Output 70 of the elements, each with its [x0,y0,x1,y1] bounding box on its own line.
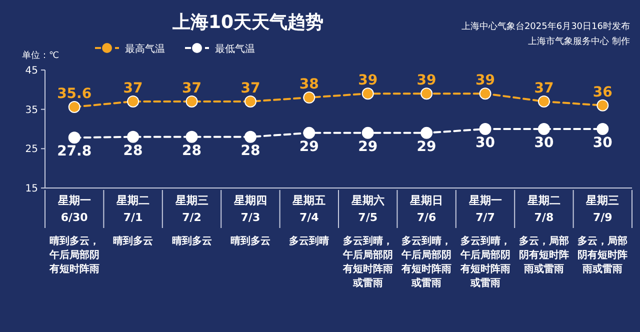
data-label: 28 [182,142,202,159]
chart-subtitle: 上海中心气象台2025年6月30日16时发布 [461,21,630,32]
chart-title: 上海10天天气趋势 [171,12,324,33]
x-tick-label: 星期三 7/9 [585,194,620,224]
data-label: 30 [592,135,613,151]
point [68,132,80,144]
point [244,130,256,143]
legend-label: 最低气温 [215,43,255,55]
text: 晴到多云 [172,235,212,247]
point [186,95,198,108]
point [420,126,433,139]
x-tick-label: 星期六 7/5 [350,194,384,224]
data-label: 30 [476,135,496,151]
point [127,130,140,143]
point [538,95,550,108]
text: 晴到多云 [113,235,154,247]
text: 晴到多云，午后局部阴有短时阵雨 [48,235,100,275]
x-tick-label: 星期一 6/30 [56,194,91,224]
data-label: 39 [416,72,436,89]
data-label: 28 [123,142,143,159]
y-tick-label: 45 [25,66,38,76]
text: 晴到多云 [230,235,270,247]
data-label: 39 [476,72,495,89]
point [244,95,256,108]
point [420,88,433,100]
text: 多云到晴，午后局部阴有短时阵雨或雷雨 [459,235,510,289]
point [596,123,609,135]
data-label: 38 [299,76,319,93]
data-label: 29 [416,138,436,155]
point [127,95,140,108]
data-label: 29 [299,138,319,155]
x-tick-label: 星期二 7/8 [526,194,560,224]
data-label: 36 [592,84,612,100]
x-tick-label: 星期一 7/7 [468,194,502,224]
text: 多云到晴 [289,235,330,247]
point [596,99,609,112]
x-tick-label: 星期二 7/1 [116,194,150,224]
point [303,126,316,139]
point [362,126,374,139]
text: 多云到晴，午后局部阴有短时阵雨或雷雨 [400,235,452,289]
data-label: 37 [123,80,143,96]
point [479,123,492,135]
data-label: 28 [240,142,260,159]
point [479,88,492,100]
data-label: 37 [240,80,260,96]
y-tick-label: 35 [25,104,38,116]
point [362,88,374,100]
legend-label: 最高气温 [125,43,165,55]
data-label: 29 [358,138,378,155]
data-label: 30 [534,135,554,151]
data-label: 37 [534,80,554,96]
y-tick-label: 25 [25,144,38,156]
point [303,92,316,104]
point [68,100,80,113]
data-label: 35.6 [57,86,92,102]
x-tick-label: 星期五 7/4 [292,194,326,224]
text: 多云，局部阴有短时阵雨或雷雨 [518,235,569,275]
y-axis-title: 单位：℃ [22,50,60,61]
x-tick-label: 星期三 7/2 [174,194,208,224]
text: 多云到晴，午后局部阴有短时阵雨或雷雨 [342,235,393,289]
data-label: 27.8 [57,144,92,160]
data-label: 37 [182,80,202,96]
text: 上海市气象服务中心 制作 [528,36,630,47]
x-tick-label: 星期四 7/3 [232,194,267,224]
y-tick-label: 15 [25,184,38,194]
x-tick-label: 星期日 7/6 [409,194,444,224]
point [538,123,550,135]
text: 多云，局部阴有短时阵雨或雷雨 [578,235,628,275]
point [186,130,198,143]
data-label: 39 [358,72,378,89]
